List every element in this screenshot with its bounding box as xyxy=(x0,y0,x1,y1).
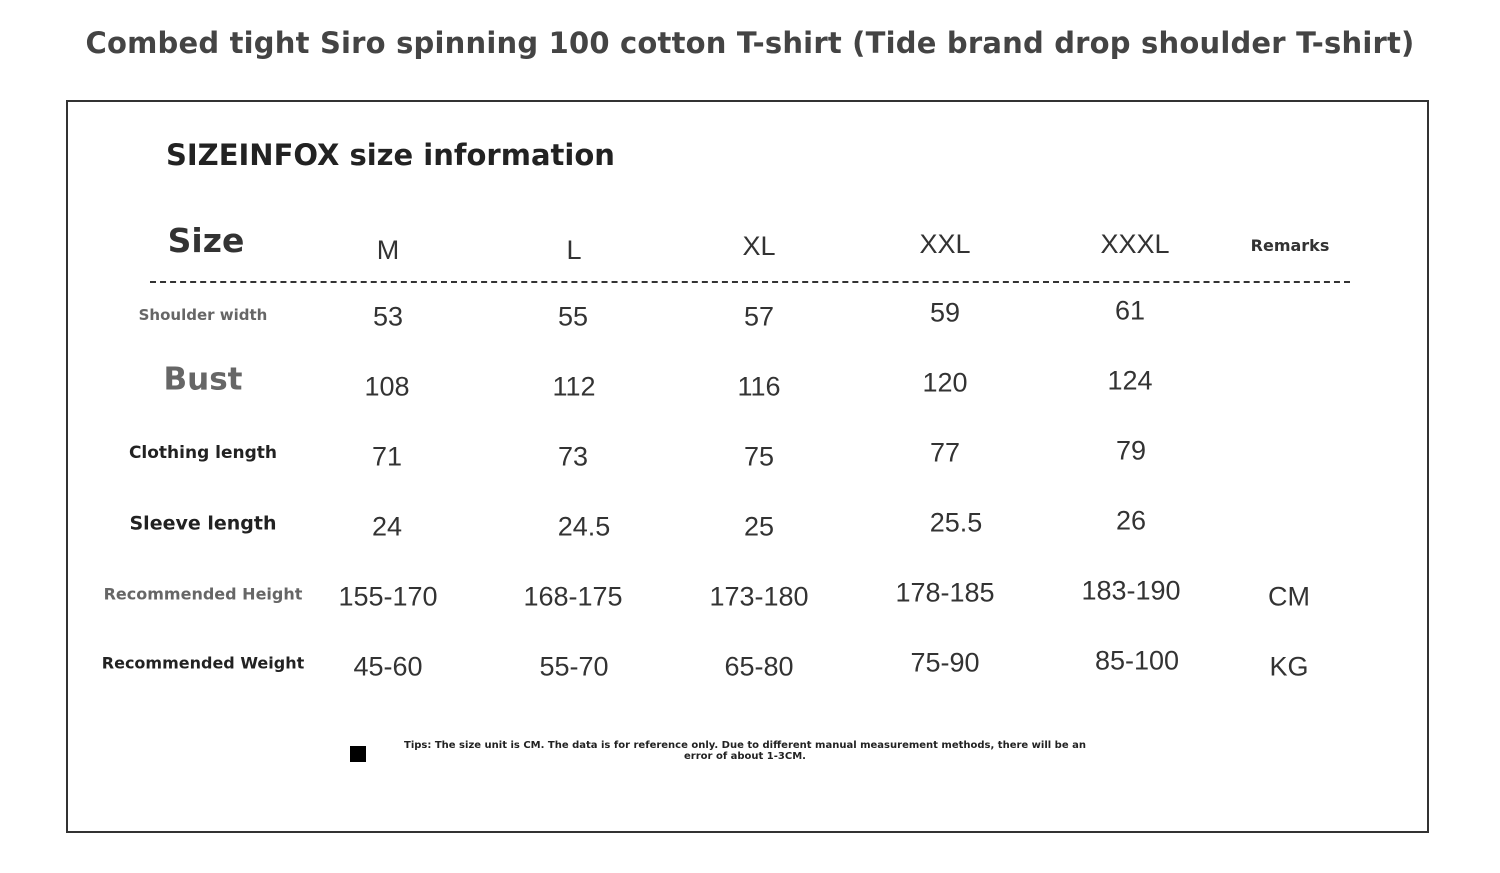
header-divider xyxy=(150,281,1350,283)
table-cell: 61 xyxy=(1114,295,1146,326)
table-cell: 85-100 xyxy=(1094,645,1180,676)
table-cell: 26 xyxy=(1115,505,1147,536)
tip-bullet-icon xyxy=(350,746,366,762)
table-cell: 59 xyxy=(929,297,961,328)
table-cell: 24 xyxy=(371,511,403,542)
size-column-header: Size xyxy=(167,221,245,260)
table-cell: 65-80 xyxy=(724,651,794,682)
row-label-sleeve-length: Sleeve length xyxy=(129,512,277,535)
remarks-column-header: Remarks xyxy=(1250,236,1330,255)
table-cell: 173-180 xyxy=(709,581,809,612)
row-label-bust: Bust xyxy=(163,361,243,398)
table-cell: 116 xyxy=(737,371,781,402)
section-title: SIZEINFOX size information xyxy=(166,138,615,172)
table-cell: 108 xyxy=(364,371,410,402)
size-chart-frame xyxy=(66,100,1429,833)
table-cell: 57 xyxy=(743,301,775,332)
row-label-recommended-height: Recommended Height xyxy=(103,584,303,604)
size-header-m: M xyxy=(376,235,400,265)
table-cell: 71 xyxy=(371,441,403,472)
table-cell: 55 xyxy=(557,301,589,332)
row-label-recommended-weight: Recommended Weight xyxy=(101,653,305,673)
row-label-shoulder-width: Shoulder width xyxy=(138,305,268,324)
table-cell: 112 xyxy=(552,371,596,402)
table-cell: 75 xyxy=(743,441,775,472)
table-cell: 73 xyxy=(557,441,589,472)
size-header-l: L xyxy=(566,235,582,265)
size-header-xxxl: XXXL xyxy=(1100,229,1170,259)
page-title: Combed tight Siro spinning 100 cotton T-… xyxy=(85,26,1415,60)
table-cell: 24.5 xyxy=(557,511,611,542)
table-cell: 25.5 xyxy=(929,507,983,538)
table-cell: 77 xyxy=(929,437,961,468)
table-cell: 124 xyxy=(1107,365,1153,396)
table-cell: 120 xyxy=(922,367,968,398)
table-cell: 53 xyxy=(372,301,404,332)
remark-cell: KG xyxy=(1269,651,1309,682)
tip-text: Tips: The size unit is CM. The data is f… xyxy=(404,740,1086,762)
table-cell: 25 xyxy=(743,511,775,542)
size-header-xxl: XXL xyxy=(919,229,971,259)
table-cell: 55-70 xyxy=(539,651,609,682)
table-cell: 45-60 xyxy=(353,651,423,682)
row-label-clothing-length: Clothing length xyxy=(128,442,278,463)
table-cell: 75-90 xyxy=(910,647,980,678)
table-cell: 168-175 xyxy=(523,581,623,612)
size-header-xl: XL xyxy=(742,231,776,261)
table-cell: 178-185 xyxy=(895,577,995,608)
table-cell: 183-190 xyxy=(1081,575,1181,606)
remark-cell: CM xyxy=(1268,581,1310,612)
table-cell: 155-170 xyxy=(338,581,438,612)
table-cell: 79 xyxy=(1115,435,1147,466)
